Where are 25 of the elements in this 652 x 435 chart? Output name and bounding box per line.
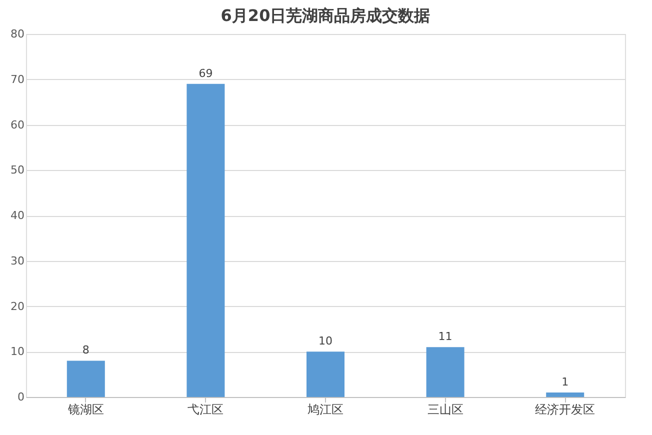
- y-tick-label: 60: [10, 118, 24, 132]
- data-label: 1: [562, 375, 569, 388]
- y-tick-label: 10: [10, 345, 24, 358]
- data-label: 8: [82, 344, 90, 357]
- x-tick-label: 经济开发区: [535, 402, 596, 416]
- data-label: 10: [318, 334, 332, 348]
- y-tick-label: 20: [10, 300, 24, 313]
- chart-title: 6月20日芜湖商品房成交数据: [220, 6, 430, 25]
- data-label: 11: [438, 330, 452, 344]
- bar: [306, 352, 344, 397]
- y-tick-label: 70: [10, 72, 24, 86]
- y-tick-label: 30: [10, 254, 24, 268]
- y-tick-label: 0: [18, 390, 24, 404]
- x-tick-label: 鸠江区: [308, 402, 344, 416]
- x-tick-label: 镜湖区: [66, 402, 104, 416]
- y-tick-label: 40: [10, 209, 24, 222]
- bar: [66, 360, 105, 397]
- x-tick-label: 三山区: [427, 402, 464, 416]
- data-label: 69: [198, 66, 213, 80]
- y-tick-label: 80: [10, 28, 24, 40]
- x-tick-label: 弋江区: [188, 402, 224, 416]
- bar: [426, 347, 464, 397]
- bar: [546, 392, 584, 397]
- y-tick-label: 50: [10, 164, 24, 177]
- bar: [186, 84, 225, 397]
